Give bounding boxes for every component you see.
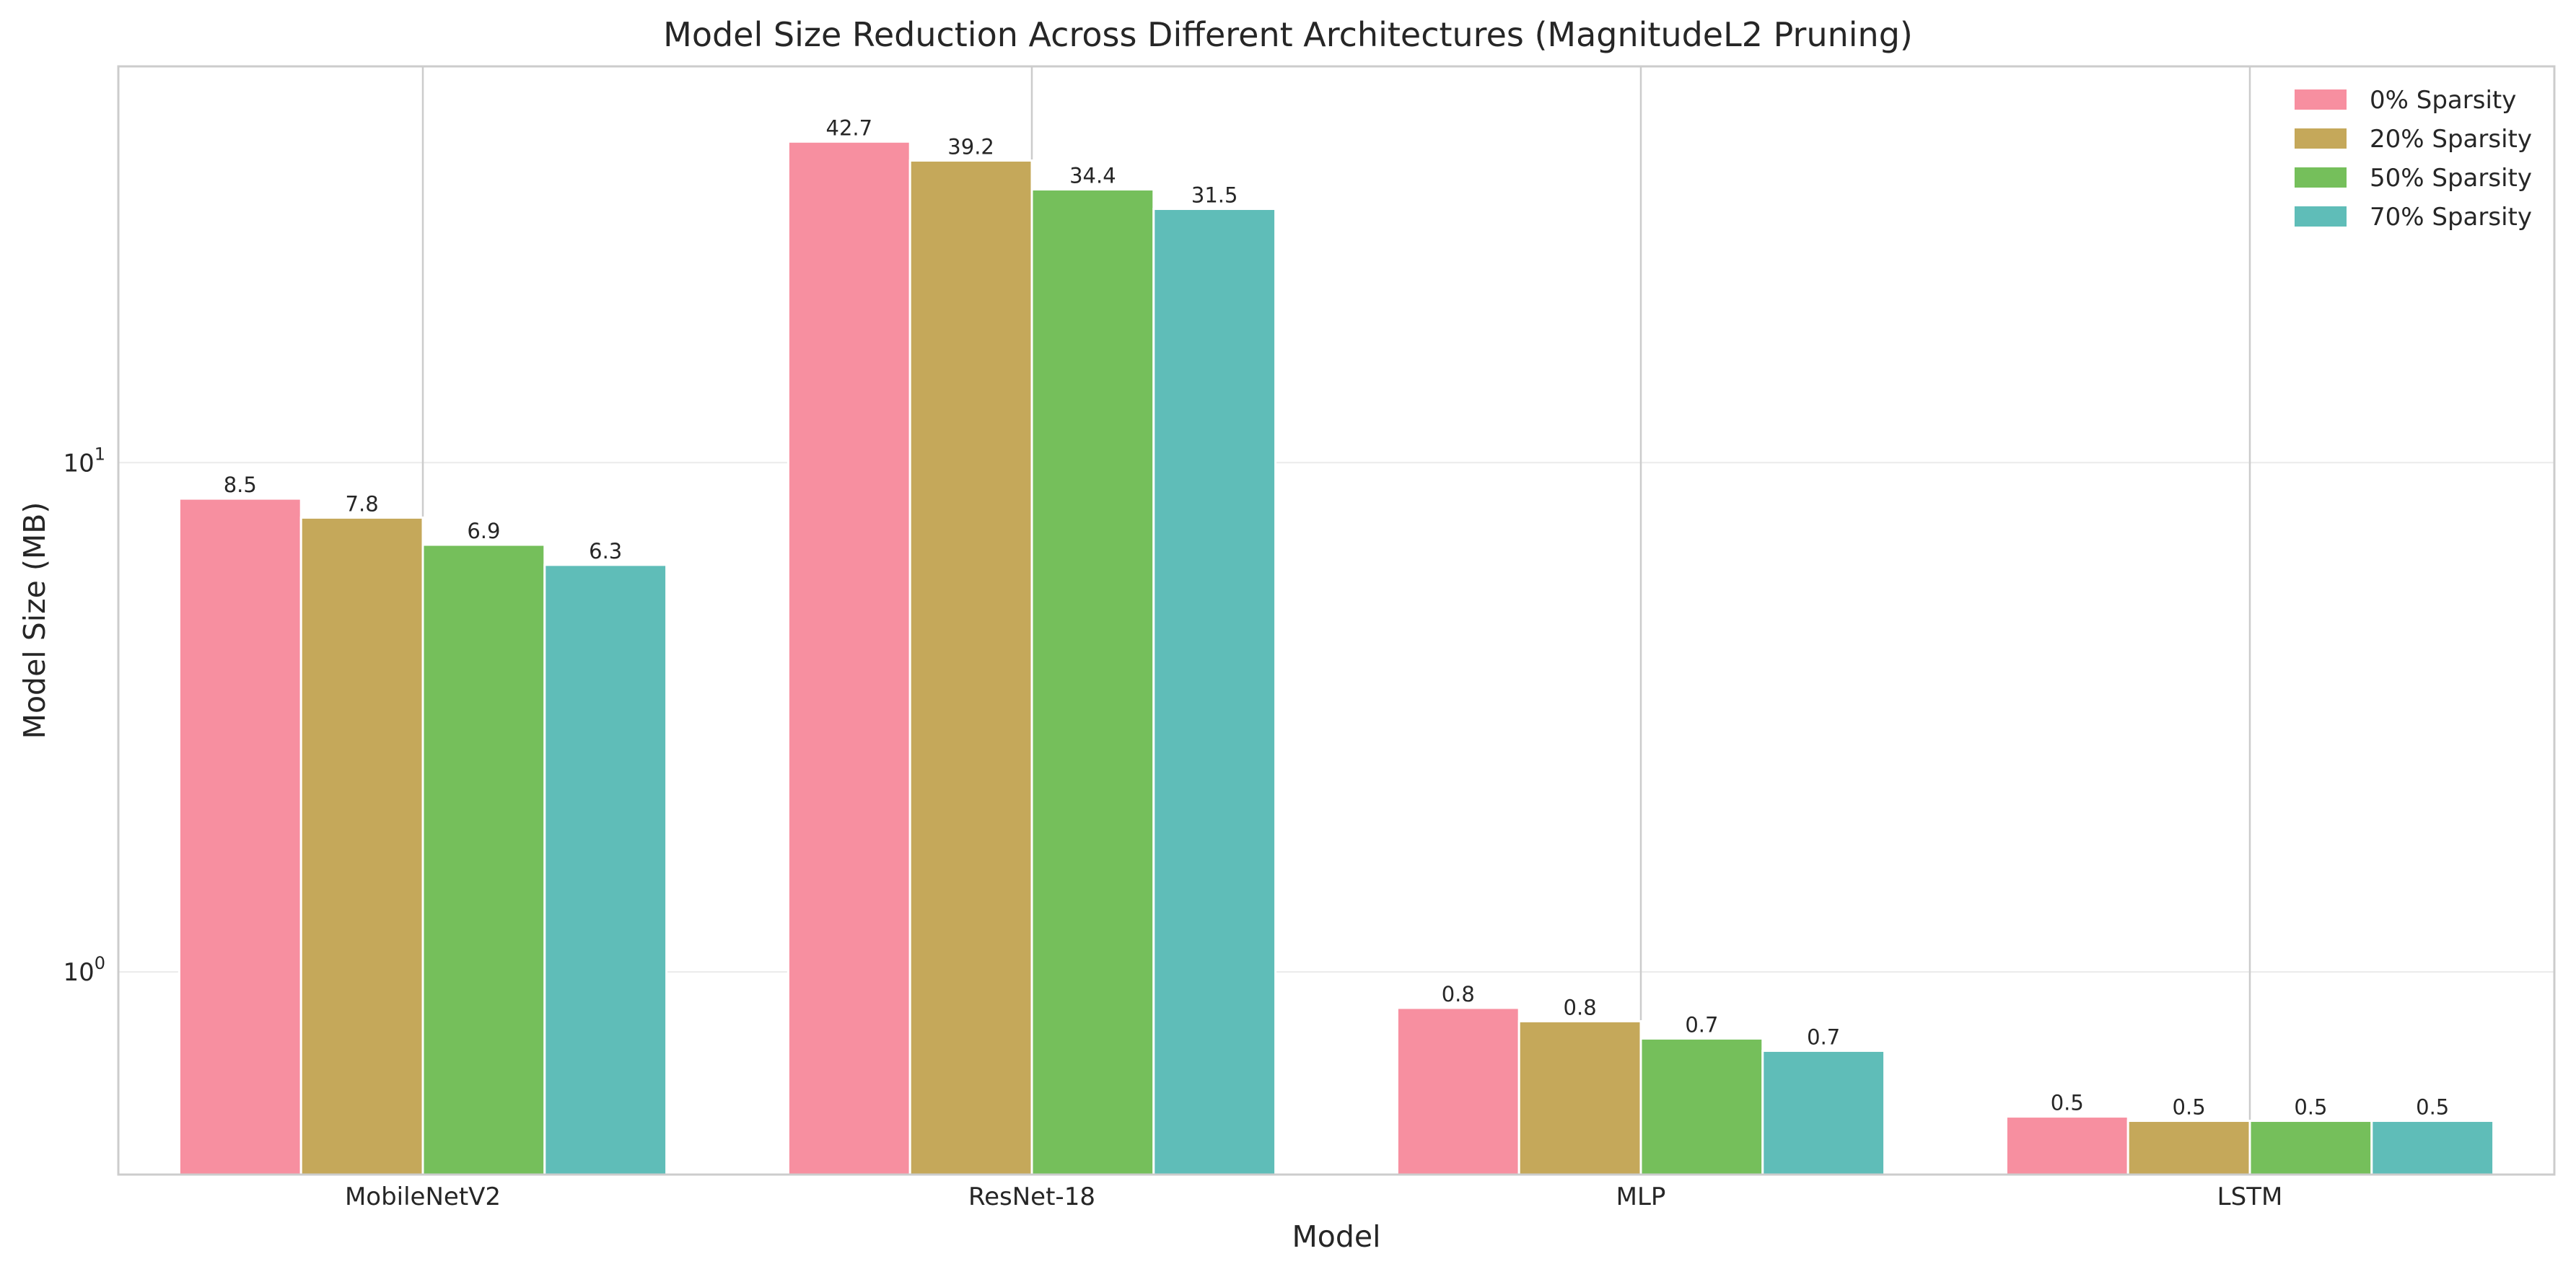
bar (2370, 1120, 2495, 1176)
legend-label: 50% Sparsity (2370, 164, 2532, 193)
bar (1517, 1020, 1642, 1176)
bar-value-label: 0.5 (2416, 1095, 2449, 1120)
bar-value-label: 6.3 (589, 539, 622, 563)
x-tick-label: MLP (1616, 1182, 1666, 1211)
bar (421, 543, 546, 1176)
bar-value-label: 31.5 (1191, 183, 1238, 208)
bar-value-label: 0.8 (1442, 982, 1475, 1006)
bar-value-labels: 8.5 42.7 0.8 0.5 7.8 39.2 0.8 0.5 6.9 34.4 0.7 0.5 6… (224, 115, 2450, 1119)
legend-label: 0% Sparsity (2370, 86, 2516, 115)
y-tick-label: 100 (63, 953, 105, 987)
bar-value-label: 34.4 (1069, 164, 1116, 188)
bar (1030, 188, 1155, 1176)
legend: 0% Sparsity 20% Sparsity 50% Sparsity 70% S… (2295, 86, 2532, 232)
bar (1639, 1037, 1764, 1176)
bar (1396, 1006, 1520, 1176)
bars (178, 140, 2495, 1176)
x-tick-label: ResNet-18 (968, 1182, 1095, 1211)
plot-area: 8.5 42.7 0.8 0.5 7.8 39.2 0.8 0.5 6.9 34.4 0.7 0.5 6… (117, 65, 2556, 1176)
bar (178, 497, 302, 1176)
bar-value-label: 0.5 (2051, 1091, 2084, 1115)
legend-swatch (2295, 89, 2347, 110)
bar-value-label: 0.5 (2294, 1095, 2327, 1120)
plot-frame (117, 65, 2556, 1176)
bar-value-label: 0.5 (2173, 1095, 2206, 1120)
y-axis-label: Model Size (MB) (17, 502, 52, 740)
bar-value-label: 8.5 (224, 473, 257, 497)
x-tick-labels: MobileNetV2 ResNet-18 MLP LSTM (345, 1182, 2282, 1211)
bar (908, 159, 1033, 1176)
bar-value-label: 6.9 (467, 519, 500, 543)
bar (2005, 1115, 2129, 1176)
chart-title: Model Size Reduction Across Different Ar… (663, 15, 1913, 54)
x-tick-label: MobileNetV2 (345, 1182, 501, 1211)
legend-label: 70% Sparsity (2370, 203, 2532, 232)
bar (787, 140, 911, 1176)
bar-value-label: 0.7 (1807, 1024, 1840, 1049)
x-tick-label: LSTM (2217, 1182, 2283, 1211)
bar (2248, 1120, 2373, 1176)
bar-value-label: 0.8 (1564, 996, 1597, 1020)
bar-value-label: 7.8 (346, 491, 379, 516)
x-axis-label: Model (1292, 1219, 1380, 1254)
bar-value-label: 42.7 (826, 115, 873, 140)
bar (543, 563, 668, 1176)
legend-swatch (2295, 167, 2347, 188)
legend-label: 20% Sparsity (2370, 125, 2532, 154)
bar (299, 516, 424, 1176)
legend-swatch (2295, 206, 2347, 227)
bar (1761, 1049, 1886, 1176)
bar (2126, 1120, 2251, 1176)
legend-swatch (2295, 128, 2347, 149)
bar (1152, 208, 1277, 1176)
bar-value-label: 39.2 (947, 134, 994, 159)
bar-value-label: 0.7 (1685, 1012, 1718, 1037)
